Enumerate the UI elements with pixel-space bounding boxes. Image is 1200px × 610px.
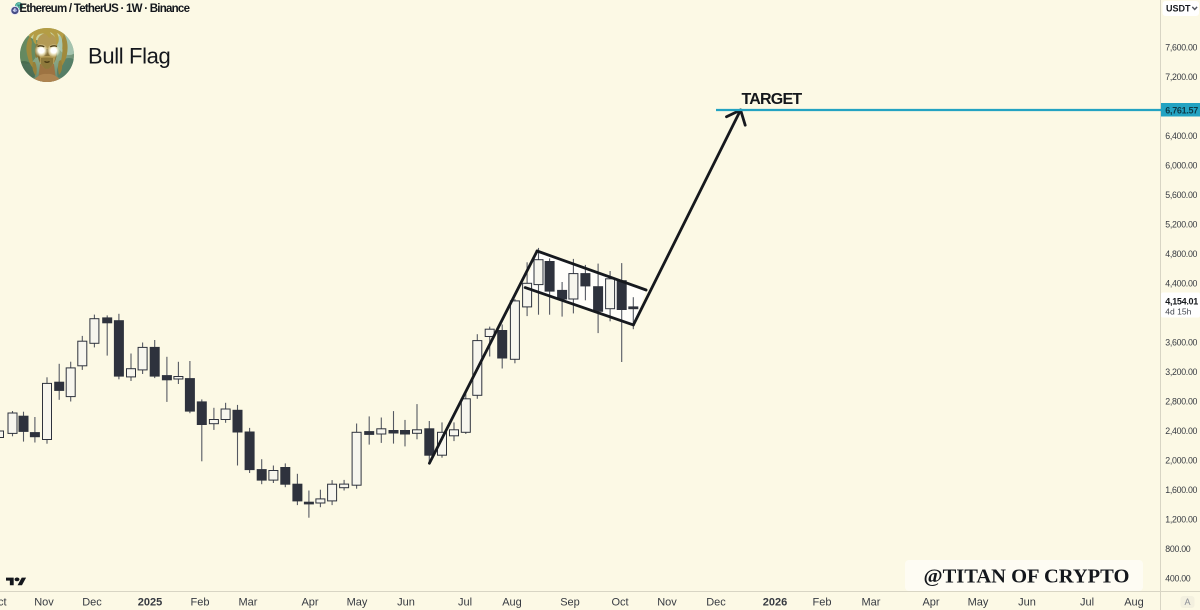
svg-text:400.00: 400.00	[1165, 574, 1191, 584]
svg-text:Bull Flag: Bull Flag	[88, 44, 170, 69]
svg-text:7,200.00: 7,200.00	[1165, 72, 1197, 82]
svg-text:1,600.00: 1,600.00	[1165, 485, 1197, 495]
svg-text:Oct: Oct	[611, 597, 628, 609]
svg-text:Nov: Nov	[34, 597, 54, 609]
svg-text:2,800.00: 2,800.00	[1165, 397, 1197, 407]
svg-text:6,000.00: 6,000.00	[1165, 161, 1197, 171]
svg-text:3,200.00: 3,200.00	[1165, 367, 1197, 377]
svg-text:Mar: Mar	[862, 597, 881, 609]
svg-text:Oct: Oct	[0, 597, 7, 609]
svg-text:Feb: Feb	[813, 597, 832, 609]
svg-text:USDT: USDT	[1166, 3, 1191, 13]
svg-text:Apr: Apr	[922, 597, 939, 609]
svg-text:7,600.00: 7,600.00	[1165, 43, 1197, 53]
svg-text:5,200.00: 5,200.00	[1165, 220, 1197, 230]
svg-text:5,600.00: 5,600.00	[1165, 190, 1197, 200]
svg-text:May: May	[968, 597, 989, 609]
svg-text:Dec: Dec	[82, 597, 102, 609]
svg-text:4,154.01: 4,154.01	[1165, 296, 1198, 306]
svg-text:4d 15h: 4d 15h	[1165, 307, 1191, 317]
svg-text:Jun: Jun	[397, 597, 415, 609]
svg-text:800.00: 800.00	[1165, 544, 1191, 554]
svg-text:6,400.00: 6,400.00	[1165, 131, 1197, 141]
svg-text:Nov: Nov	[657, 597, 677, 609]
svg-text:2,000.00: 2,000.00	[1165, 456, 1197, 466]
svg-text:Aug: Aug	[1124, 597, 1144, 609]
svg-text:2026: 2026	[763, 597, 787, 609]
svg-text:May: May	[347, 597, 368, 609]
svg-text:Apr: Apr	[301, 597, 318, 609]
svg-text:4,800.00: 4,800.00	[1165, 249, 1197, 259]
svg-text:Jun: Jun	[1018, 597, 1036, 609]
svg-text:Aug: Aug	[502, 597, 522, 609]
svg-text:Jul: Jul	[458, 597, 472, 609]
svg-text:4,400.00: 4,400.00	[1165, 279, 1197, 289]
svg-text:A: A	[1184, 597, 1190, 607]
svg-text:Mar: Mar	[239, 597, 258, 609]
svg-text:2,400.00: 2,400.00	[1165, 426, 1197, 436]
svg-text:Feb: Feb	[191, 597, 210, 609]
svg-text:1,200.00: 1,200.00	[1165, 515, 1197, 525]
svg-text:Jul: Jul	[1080, 597, 1094, 609]
svg-text:Dec: Dec	[706, 597, 726, 609]
svg-text:2025: 2025	[138, 597, 162, 609]
svg-text:TARGET: TARGET	[742, 91, 803, 108]
svg-text:Ethereum / TetherUS · 1W · Bin: Ethereum / TetherUS · 1W · Binance	[19, 3, 189, 15]
svg-text:6,761.57: 6,761.57	[1165, 105, 1198, 115]
svg-text:@TITAN OF CRYPTO: @TITAN OF CRYPTO	[924, 566, 1130, 588]
svg-text:3,600.00: 3,600.00	[1165, 338, 1197, 348]
svg-text:Sep: Sep	[560, 597, 580, 609]
